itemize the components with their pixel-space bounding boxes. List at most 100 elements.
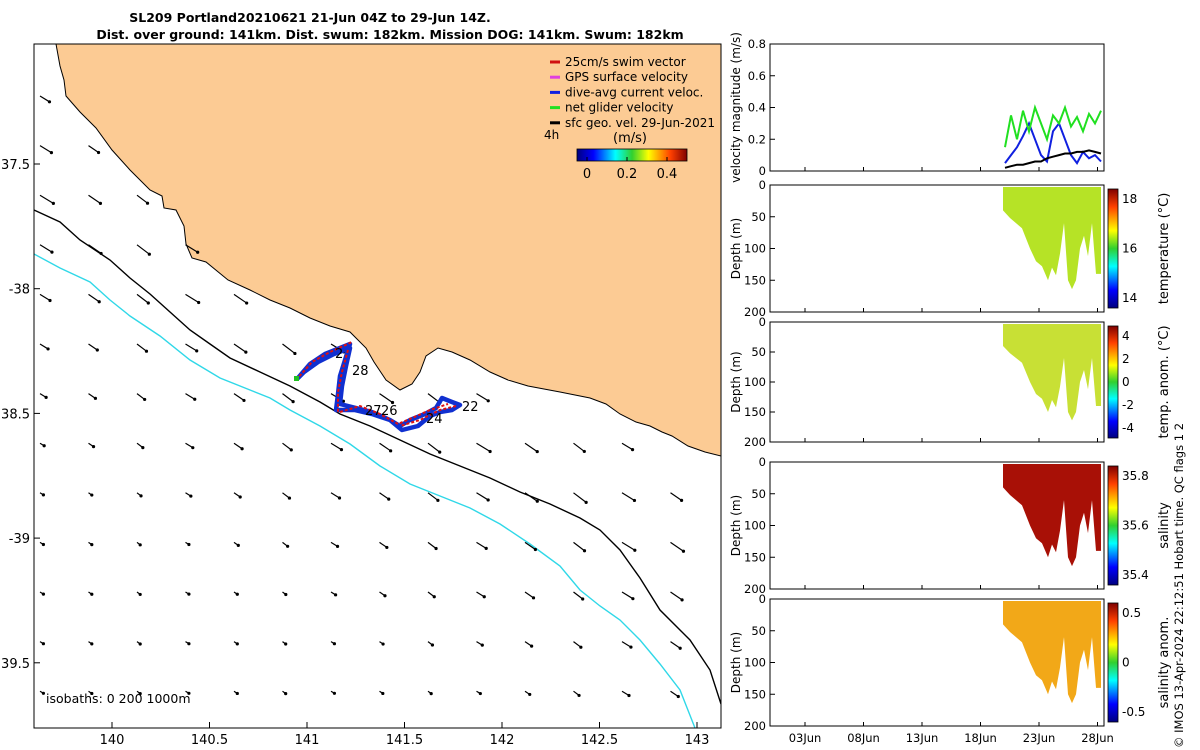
current-vector-head <box>49 151 54 155</box>
panel-colorbar-tick: -4 <box>1122 421 1134 435</box>
current-vector-head <box>339 448 344 452</box>
current-vector-head <box>679 498 684 502</box>
panel-y-tick-label: 0.6 <box>748 69 766 83</box>
current-vector-head <box>480 643 484 647</box>
current-vector <box>621 591 634 600</box>
current-vector-head <box>631 597 635 601</box>
current-vector-head <box>381 691 385 696</box>
current-vector <box>573 442 585 452</box>
panel-colorbar <box>1107 325 1119 439</box>
current-vector <box>330 492 340 499</box>
speed-colorbar-ticks: 0 0.2 0.4 <box>583 157 677 182</box>
current-vector <box>621 492 635 501</box>
current-vector-head <box>197 300 201 305</box>
panel-y-tick-label: 50 <box>751 624 766 638</box>
current-vector <box>39 194 54 204</box>
legend-label: 25cm/s swim vector <box>565 55 686 69</box>
time-axis: 03Jun 08Jun 13Jun 18Jun 23Jun 28Jun <box>789 167 1114 745</box>
current-vector <box>621 442 633 451</box>
isobath-200m <box>34 209 721 705</box>
current-vector-head <box>93 396 98 400</box>
current-vector <box>282 393 294 403</box>
time-tick-label: 28Jun <box>1081 731 1114 745</box>
panel-y-tick-label: 50 <box>751 487 766 501</box>
current-vector-head <box>390 400 395 405</box>
current-vector-head <box>238 495 242 499</box>
current-vector-head <box>138 642 142 646</box>
time-tick-label: 03Jun <box>789 731 822 745</box>
current-vector <box>233 343 247 353</box>
current-vector-head <box>41 493 46 497</box>
current-vector-head <box>681 549 686 553</box>
speed-colorbar-tick-label: 0.2 <box>617 167 638 182</box>
speed-colorbar <box>576 148 688 162</box>
map-x-tick-label: 141.5 <box>386 733 423 748</box>
current-vector <box>670 591 683 601</box>
panel-4: 0 50 100 150 200 Depth (m) 0.5 0 -0.5 salinity an… <box>729 592 1172 733</box>
current-vector-head <box>627 693 631 698</box>
panel-y-label: Depth (m) <box>729 632 743 693</box>
panel-y-label: velocity magnitude (m/s) <box>729 32 743 183</box>
current-vector <box>330 442 342 451</box>
panel-colorbar <box>1107 602 1119 723</box>
current-vector-head <box>145 201 150 205</box>
current-vector-head <box>95 348 99 352</box>
current-vector <box>670 541 684 552</box>
map-x-tick-label: 142 <box>490 733 515 748</box>
current-vector <box>39 293 51 302</box>
panel-y-tick-label: 100 <box>744 656 766 670</box>
panel-colorbar-tick: 35.4 <box>1122 568 1149 582</box>
legend-label: GPS surface velocity <box>565 70 688 84</box>
current-vector-head <box>680 598 684 602</box>
panel-y-tick-label: 150 <box>744 687 766 701</box>
map-y-tick-label: -39 <box>9 532 30 547</box>
current-vector-head <box>478 691 482 696</box>
colorbar-title: (m/s) <box>613 131 647 146</box>
panel-y-tick-label: 0.2 <box>748 132 766 146</box>
track-start-marker <box>294 376 299 381</box>
current-vector-head <box>432 595 436 599</box>
map-x-axis: 140 140.5 141 141.5 142 142.5 143 <box>100 722 710 748</box>
current-vector <box>476 541 487 549</box>
panel-y-label: Depth (m) <box>729 218 743 279</box>
current-vector-head <box>46 347 50 351</box>
current-vector <box>379 393 393 404</box>
current-vector-head <box>42 444 46 448</box>
panel-y-tick-label: 100 <box>744 519 766 533</box>
current-vector-head <box>337 496 342 500</box>
velocity-series-line <box>1004 104 1102 148</box>
panel-y-label: Depth (m) <box>729 495 743 556</box>
panel-colorbar-tick: 0 <box>1122 656 1130 670</box>
panel-colorbar <box>1107 465 1119 586</box>
current-vector-head <box>385 545 389 550</box>
legend-label: net glider velocity <box>565 101 673 115</box>
current-vector <box>233 393 245 401</box>
current-vector-head <box>96 150 101 155</box>
isobath-1000m <box>34 253 696 728</box>
panel-colorbar-label: temp. anom. (°C) <box>1157 325 1172 438</box>
current-vector-head <box>138 692 142 696</box>
current-vector-head <box>332 642 337 646</box>
panel-1: 0 50 100 150 200 Depth (m) 18 16 14 temperature (… <box>729 178 1172 319</box>
current-vector <box>524 442 538 453</box>
panel-colorbar-tick: 14 <box>1122 291 1137 305</box>
panel-colorbar-tick: 0.5 <box>1122 606 1141 620</box>
current-vector-head <box>581 597 585 601</box>
current-vector-head <box>528 692 532 697</box>
map-x-tick-label: 143 <box>685 733 710 748</box>
panel-y-tick-label: 200 <box>744 582 766 596</box>
current-vector-head <box>187 592 191 596</box>
current-vector-field <box>39 95 686 699</box>
current-vector-head <box>293 351 297 356</box>
panel-colorbar-label: salinity anom. <box>1157 617 1172 709</box>
map-y-tick-label: -38 <box>9 283 30 298</box>
current-vector <box>379 442 391 452</box>
chart-title-line1: SL209 Portland20210621 21-Jun 04Z to 29-… <box>129 10 491 25</box>
legend-label: sfc geo. vel. 29-Jun-2021 <box>565 116 715 130</box>
speed-colorbar-tick-label: 0.4 <box>657 167 678 182</box>
panel-colorbar-tick: 4 <box>1122 329 1130 343</box>
current-vector <box>136 293 149 304</box>
current-vector-head <box>195 349 199 353</box>
current-vector-head <box>286 544 290 548</box>
